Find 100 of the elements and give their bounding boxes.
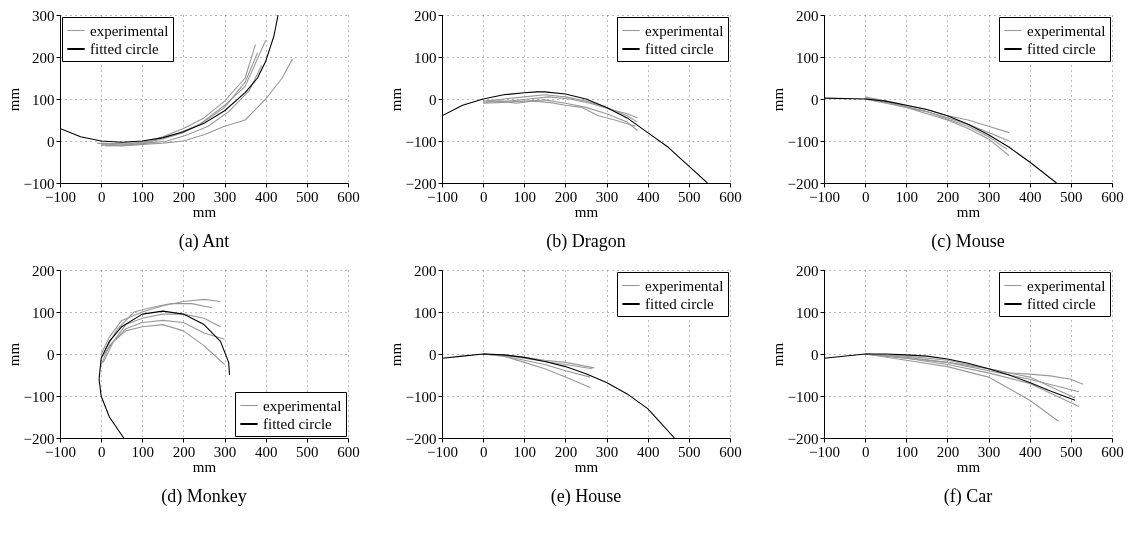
x-tick-label: 600 <box>337 188 360 205</box>
x-tick-label: 400 <box>1018 443 1042 460</box>
x-tick-label: 0 <box>97 443 106 460</box>
x-tick-label: 300 <box>213 443 237 460</box>
y-tick-label: 200 <box>32 262 55 279</box>
y-tick-label: 100 <box>32 91 55 108</box>
y-tick-label: 0 <box>429 346 437 363</box>
y-tick-label: 200 <box>414 7 437 24</box>
x-tick-label: 0 <box>861 443 870 460</box>
y-tick-label: 200 <box>796 262 819 279</box>
x-axis-title: mm <box>192 458 217 475</box>
y-axis-title: mm <box>5 342 22 367</box>
x-axis-title: mm <box>574 458 599 475</box>
x-tick-label: 500 <box>1060 188 1083 205</box>
x-tick-label: 300 <box>595 188 619 205</box>
legend-label: fitted circle <box>90 41 160 57</box>
x-tick-label: 0 <box>479 443 488 460</box>
y-tick-label: 0 <box>47 133 55 150</box>
x-tick-label: 500 <box>296 188 319 205</box>
x-tick-label: 100 <box>513 188 537 205</box>
y-tick-label: −100 <box>405 133 437 150</box>
x-tick-label: 600 <box>719 188 742 205</box>
y-tick-label: 100 <box>796 49 819 66</box>
text: (d) Monkey <box>161 486 247 507</box>
legend-label: experimental <box>1027 277 1106 294</box>
x-tick-label: 200 <box>936 443 960 460</box>
legend-label: fitted circle <box>645 296 715 312</box>
x-tick-label: 300 <box>977 188 1001 205</box>
y-tick-label: 200 <box>796 7 819 24</box>
x-axis-title: mm <box>192 203 217 220</box>
x-tick-label: 100 <box>895 443 919 460</box>
x-tick-label: 200 <box>554 188 578 205</box>
y-tick-label: 0 <box>429 91 437 108</box>
x-tick-label: 100 <box>513 443 537 460</box>
y-tick-label: 0 <box>811 91 819 108</box>
x-tick-label: 300 <box>213 188 237 205</box>
x-tick-label: 400 <box>254 443 278 460</box>
x-tick-label: 200 <box>172 188 196 205</box>
y-tick-label: −100 <box>23 175 55 192</box>
y-tick-label: −100 <box>787 388 819 405</box>
y-tick-label: 100 <box>414 304 437 321</box>
x-tick-label: 100 <box>131 443 155 460</box>
y-tick-label: 100 <box>414 49 437 66</box>
legend-label: fitted circle <box>1027 41 1097 57</box>
x-tick-label: 500 <box>678 188 701 205</box>
x-tick-label: 0 <box>861 188 870 205</box>
y-tick-label: −200 <box>23 430 55 447</box>
x-tick-label: 0 <box>97 188 106 205</box>
y-tick-label: −100 <box>23 388 55 405</box>
y-axis-title: mm <box>769 87 786 112</box>
legend-label: experimental <box>263 397 342 414</box>
legend-label: fitted circle <box>645 41 715 57</box>
x-tick-label: 400 <box>254 188 278 205</box>
y-axis-title: mm <box>769 342 786 367</box>
x-axis-title: mm <box>956 203 981 220</box>
legend-label: experimental <box>645 22 724 39</box>
y-tick-label: 0 <box>811 346 819 363</box>
y-axis-title: mm <box>387 87 404 112</box>
legend-label: fitted circle <box>263 416 333 432</box>
x-tick-label: 0 <box>479 188 488 205</box>
y-tick-label: −200 <box>787 430 819 447</box>
x-tick-label: 200 <box>554 443 578 460</box>
y-tick-label: −200 <box>787 175 819 192</box>
text: (c) Mouse <box>931 231 1005 252</box>
x-tick-label: 600 <box>1101 188 1124 205</box>
x-tick-label: 300 <box>977 443 1001 460</box>
legend-label: fitted circle <box>1027 296 1097 312</box>
y-axis-title: mm <box>387 342 404 367</box>
text: (a) Ant <box>178 231 230 252</box>
legend-label: experimental <box>90 22 169 39</box>
text: (e) House <box>550 486 622 507</box>
x-tick-label: 500 <box>678 443 701 460</box>
y-tick-label: 100 <box>796 304 819 321</box>
x-tick-label: 400 <box>636 443 660 460</box>
x-tick-label: 500 <box>296 443 319 460</box>
y-tick-label: 200 <box>414 262 437 279</box>
y-tick-label: 0 <box>47 346 55 363</box>
x-tick-label: 600 <box>337 443 360 460</box>
x-tick-label: 100 <box>131 188 155 205</box>
x-tick-label: 400 <box>1018 188 1042 205</box>
x-axis-title: mm <box>956 458 981 475</box>
text: (b) Dragon <box>546 231 626 252</box>
y-tick-label: −100 <box>405 388 437 405</box>
x-tick-label: 600 <box>719 443 742 460</box>
y-tick-label: 100 <box>32 304 55 321</box>
y-tick-label: −200 <box>405 175 437 192</box>
x-tick-label: 300 <box>595 443 619 460</box>
x-tick-label: 100 <box>895 188 919 205</box>
y-tick-label: 300 <box>32 7 55 24</box>
x-tick-label: 600 <box>1101 443 1124 460</box>
x-tick-label: 200 <box>172 443 196 460</box>
x-tick-label: 500 <box>1060 443 1083 460</box>
x-axis-title: mm <box>574 203 599 220</box>
y-axis-title: mm <box>5 87 22 112</box>
legend-label: experimental <box>1027 22 1106 39</box>
y-tick-label: −100 <box>787 133 819 150</box>
y-tick-label: −200 <box>405 430 437 447</box>
x-tick-label: 200 <box>936 188 960 205</box>
legend-label: experimental <box>645 277 724 294</box>
x-tick-label: 400 <box>636 188 660 205</box>
